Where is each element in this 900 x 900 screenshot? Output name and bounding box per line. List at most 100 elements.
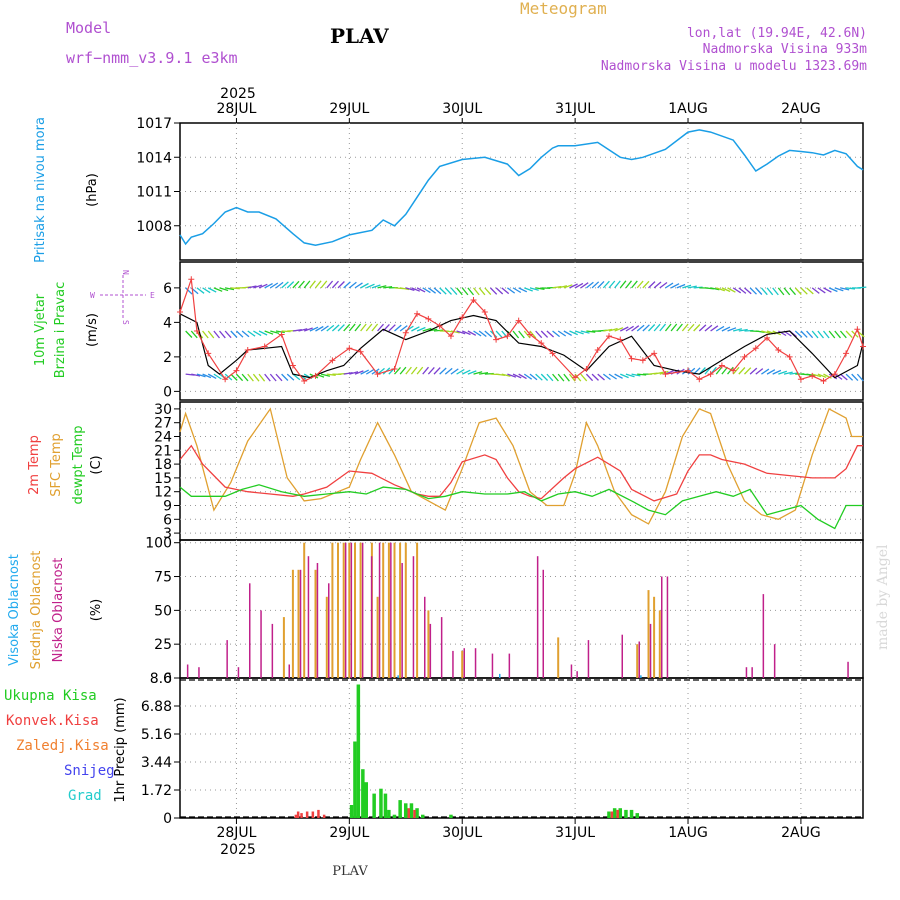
wind-arrow — [269, 282, 279, 289]
wind-arrow — [360, 369, 369, 375]
wind-arrow — [597, 373, 605, 381]
wind-arrow — [473, 287, 480, 296]
cloud-low-bar — [536, 556, 539, 678]
precip-conv-bar — [300, 813, 303, 818]
wind-arrow — [693, 324, 701, 332]
temp-label-dew: dewpt Temp — [71, 425, 86, 504]
wind-arrow — [190, 330, 198, 339]
wind-arrow — [608, 373, 617, 380]
wind-arrow — [620, 373, 629, 379]
wind-arrow — [727, 287, 736, 293]
wind-speed-marker — [177, 309, 183, 316]
wind-arrow — [507, 373, 517, 378]
wind-arrow — [552, 373, 559, 382]
wind-arrow — [467, 370, 477, 375]
wind-arrow — [817, 373, 827, 379]
precip-total-bar — [607, 811, 611, 818]
cloud-low-bar — [390, 542, 392, 678]
wind-ytick-label: 2 — [163, 350, 172, 366]
pressure-ytick-label: 1011 — [136, 185, 172, 201]
temp-ytick-label: 30 — [154, 402, 172, 418]
wind-arrow — [275, 373, 283, 382]
wind-arrow — [586, 330, 596, 333]
year-top: 2025 — [220, 86, 256, 102]
wind-arrow — [834, 287, 844, 292]
cloud-low-bar — [542, 569, 544, 678]
precip-conv-bar — [317, 809, 320, 818]
cloud-low-bar — [666, 576, 669, 678]
wind-arrow — [450, 368, 459, 375]
wind-arrow — [337, 281, 345, 289]
wind-speed-marker — [329, 357, 336, 364]
precip-conv-bar — [311, 811, 315, 818]
wind-arrow — [264, 373, 271, 382]
wind-arrow — [388, 324, 396, 332]
wind-arrow — [275, 330, 285, 334]
wind-arrow — [637, 373, 647, 376]
wind-arrow — [800, 287, 808, 295]
wind-arrow — [269, 373, 277, 382]
wind-unit: (m/s) — [85, 313, 100, 347]
wind-arrow — [806, 287, 814, 295]
compass-east: E — [150, 291, 155, 300]
wind-arrow — [439, 367, 447, 375]
precip-label-snow: Snijeg — [64, 763, 115, 779]
wind-arrow — [354, 282, 363, 289]
wind-arrow — [467, 287, 475, 296]
wind-speed-marker — [628, 355, 635, 362]
wind-arrow — [636, 324, 645, 332]
wind-arrow — [529, 373, 538, 381]
precip-total-bar — [349, 805, 354, 818]
wind-speed-marker — [526, 331, 533, 338]
cloud-low-bar — [328, 583, 330, 678]
wind-arrow — [394, 324, 402, 332]
pressure-ytick-label: 1008 — [136, 219, 172, 235]
wind-arrow — [772, 287, 779, 296]
wind-arrow — [202, 330, 209, 339]
precip-total-bar — [449, 814, 453, 818]
wind-arrow — [225, 287, 235, 291]
cloud-low-bar — [344, 542, 347, 678]
wind-arrow — [230, 330, 238, 338]
wind-arrow — [473, 371, 483, 375]
wind-arrow — [727, 327, 737, 332]
wind-arrow — [422, 327, 432, 332]
wind-arrow — [563, 284, 573, 289]
wind-arrow — [230, 373, 238, 381]
wind-arrow — [552, 330, 561, 338]
wind-arrow — [478, 330, 487, 338]
temp-ytick-label: 3 — [163, 526, 172, 542]
wind-speed-marker — [797, 376, 804, 383]
wind-arrow — [309, 280, 316, 289]
wind-speed-marker — [312, 372, 319, 379]
temp-ytick-label: 12 — [154, 485, 172, 501]
wind-arrow — [349, 371, 359, 375]
cloud-low-bar — [773, 644, 776, 678]
wind-arrow — [761, 330, 771, 334]
wind-arrow — [580, 282, 589, 289]
compass-south: S — [121, 320, 130, 325]
wind-arrow — [812, 373, 822, 378]
wind-arrow — [241, 373, 249, 382]
wind-arrow — [834, 373, 843, 380]
wind-arrow — [456, 368, 465, 375]
wind-arrow — [213, 373, 222, 380]
precip-total-bar — [392, 814, 397, 818]
model-label: Model — [66, 19, 111, 37]
cloud-low-bar — [762, 594, 765, 678]
wind-arrow — [247, 373, 254, 382]
wind-arrow — [755, 368, 764, 375]
wind-arrow — [219, 287, 229, 292]
wind-arrow — [292, 280, 300, 289]
cloud-low-bar — [661, 576, 663, 678]
cloud-high-bar — [640, 675, 642, 678]
cloud-low-bar — [307, 556, 310, 678]
cloud-low-bar — [491, 653, 494, 678]
wind-arrow — [682, 284, 692, 289]
credit: made by Angel — [875, 544, 891, 650]
wind-speed-marker — [860, 343, 866, 350]
wind-arrow — [625, 373, 635, 378]
wind-arrow — [710, 325, 719, 332]
wind-arrow — [286, 281, 295, 289]
cloud-mid-bar — [393, 542, 396, 678]
